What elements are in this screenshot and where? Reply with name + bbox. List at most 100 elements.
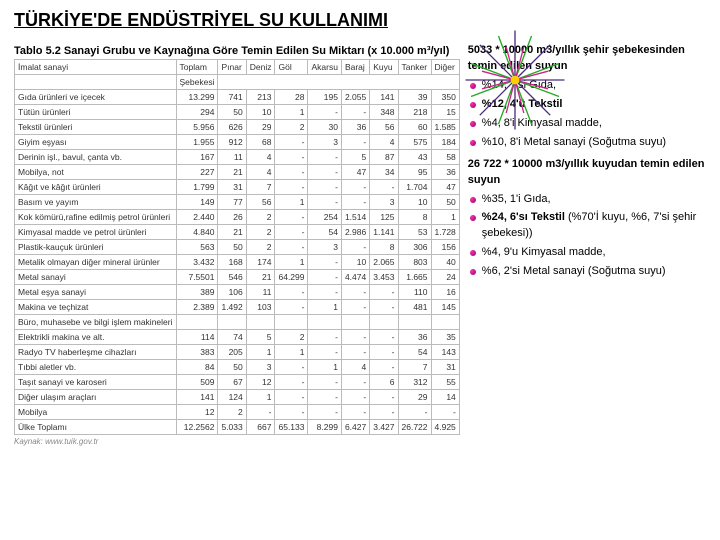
cell: 213: [246, 90, 275, 105]
table-row: Kâğıt ve kâğıt ürünleri1.799317----1.704…: [15, 180, 460, 195]
cell: 2.389: [176, 300, 218, 315]
cell: 1: [308, 300, 341, 315]
cell: 1.704: [398, 180, 431, 195]
cell: -: [370, 360, 398, 375]
notes-heading-2: 26 722 * 10000 m3/yıllık kuyudan temin e…: [468, 157, 710, 189]
cell: 3: [308, 135, 341, 150]
cell: -: [370, 180, 398, 195]
cell: 184: [431, 135, 459, 150]
cell: 195: [308, 90, 341, 105]
cell: 21: [246, 270, 275, 285]
cell: 106: [218, 285, 246, 300]
cell: 4.925: [431, 420, 459, 435]
notes-list-2: %35, 1'i Gıda,%24, 6'sı Tekstil (%70'İ k…: [468, 192, 710, 281]
cell: Basım ve yayım: [15, 195, 177, 210]
cell: 5: [341, 150, 369, 165]
table-row: Mobilya, not227214--47349536: [15, 165, 460, 180]
cell: Ülke Toplamı: [15, 420, 177, 435]
cell: 546: [218, 270, 246, 285]
cell: Makina ve teçhizat: [15, 300, 177, 315]
cell: 143: [431, 345, 459, 360]
cell: 294: [176, 105, 218, 120]
cell: 114: [176, 330, 218, 345]
list-item: %4, 9'u Kimyasal madde,: [468, 245, 710, 261]
cell: 26: [218, 210, 246, 225]
cell: 149: [176, 195, 218, 210]
cell: 3.432: [176, 255, 218, 270]
cell: 741: [218, 90, 246, 105]
cell: -: [341, 105, 369, 120]
table-row: Metal sanayi7.55015462164.299-4.4743.453…: [15, 270, 460, 285]
cell: 254: [308, 210, 341, 225]
cell: Gıda ürünleri ve içecek: [15, 90, 177, 105]
cell: -: [308, 270, 341, 285]
cell: 8: [398, 210, 431, 225]
list-item: %10, 8'i Metal sanayi (Soğutma suyu): [468, 135, 710, 151]
table-row: Tıbbi aletler vb.84503-14-731: [15, 360, 460, 375]
cell: 74: [218, 330, 246, 345]
cell: 312: [398, 375, 431, 390]
cell: 56: [246, 195, 275, 210]
cell: Diğer ulaşım araçları: [15, 390, 177, 405]
cell: 3.427: [370, 420, 398, 435]
cell: 2: [218, 405, 246, 420]
cell: -: [370, 405, 398, 420]
cell: 1: [275, 345, 308, 360]
cell: 1.492: [218, 300, 246, 315]
cell: 2.065: [370, 255, 398, 270]
cell: 14: [431, 390, 459, 405]
col-header: Akarsu: [308, 60, 341, 75]
cell: 174: [246, 255, 275, 270]
cell: 218: [398, 105, 431, 120]
cell: 912: [218, 135, 246, 150]
cell: 47: [341, 165, 369, 180]
table-row: Kok kömürü,rafine edilmiş petrol ürünler…: [15, 210, 460, 225]
cell: 26.722: [398, 420, 431, 435]
cell: Mobilya: [15, 405, 177, 420]
cell: 227: [176, 165, 218, 180]
content-row: Tablo 5.2 Sanayi Grubu ve Kaynağına Göre…: [0, 31, 720, 446]
cell: 5.033: [218, 420, 246, 435]
cell: 3: [246, 360, 275, 375]
cell: 50: [218, 360, 246, 375]
cell: 803: [398, 255, 431, 270]
cell: Kok kömürü,rafine edilmiş petrol ürünler…: [15, 210, 177, 225]
cell: Kimyasal madde ve petrol ürünleri: [15, 225, 177, 240]
list-item: %12, 4'ü Tekstil: [468, 97, 710, 113]
cell: 2: [246, 225, 275, 240]
cell: -: [370, 285, 398, 300]
cell: 36: [431, 165, 459, 180]
table-row: Basım ve yayım14977561--31050: [15, 195, 460, 210]
col-header: Kuyu: [370, 60, 398, 75]
cell: -: [275, 360, 308, 375]
cell: 5: [246, 330, 275, 345]
col-header: Tanker: [398, 60, 431, 75]
cell: -: [308, 375, 341, 390]
cell: 95: [398, 165, 431, 180]
cell: Elektrikli makina ve alt.: [15, 330, 177, 345]
cell: -: [341, 240, 369, 255]
cell: -: [341, 180, 369, 195]
table-row: Tekstil ürünleri5.956626292303656601.585: [15, 120, 460, 135]
col-header: Pınar: [218, 60, 246, 75]
cell: -: [370, 390, 398, 405]
cell: 6: [370, 375, 398, 390]
cell: 12: [176, 405, 218, 420]
cell: 21: [218, 225, 246, 240]
cell: -: [308, 195, 341, 210]
cell: 1: [246, 345, 275, 360]
cell: Mobilya, not: [15, 165, 177, 180]
cell: -: [308, 330, 341, 345]
cell: [275, 315, 308, 330]
cell: -: [341, 405, 369, 420]
cell: Plastik-kauçuk ürünleri: [15, 240, 177, 255]
cell: [308, 315, 341, 330]
cell: 4.840: [176, 225, 218, 240]
cell: 43: [398, 150, 431, 165]
list-item: %6, 2'si Metal sanayi (Soğutma suyu): [468, 264, 710, 280]
notes-panel: 5033 * 10000 m3/yıllık şehir şebekesinde…: [460, 39, 710, 446]
cell: 626: [218, 120, 246, 135]
cell: 53: [398, 225, 431, 240]
cell: 36: [398, 330, 431, 345]
table-row: Metalik olmayan diğer mineral ürünler3.4…: [15, 255, 460, 270]
